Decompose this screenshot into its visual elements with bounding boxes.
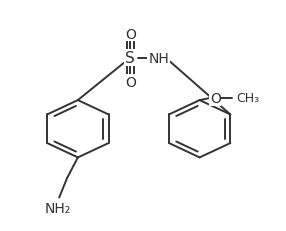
Text: NH₂: NH₂ <box>45 201 71 215</box>
Text: O: O <box>125 27 136 41</box>
Text: CH₃: CH₃ <box>237 92 260 105</box>
Text: O: O <box>125 76 136 89</box>
Text: O: O <box>210 91 221 105</box>
Text: S: S <box>125 51 135 66</box>
Text: NH: NH <box>148 52 169 65</box>
